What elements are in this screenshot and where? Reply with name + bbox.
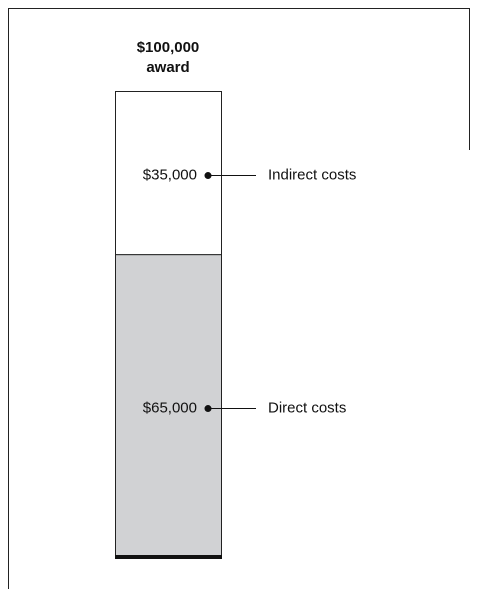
frame <box>8 8 470 589</box>
bar-base <box>115 555 222 559</box>
series-label: Direct costs <box>268 400 346 417</box>
value-label: $65,000 <box>143 400 197 417</box>
series-label: Indirect costs <box>268 167 356 184</box>
bar-segment <box>115 254 222 558</box>
chart-title: $100,000 <box>137 39 200 56</box>
value-label: $35,000 <box>143 167 197 184</box>
bar-segment <box>115 91 222 256</box>
chart-title: award <box>146 59 189 76</box>
